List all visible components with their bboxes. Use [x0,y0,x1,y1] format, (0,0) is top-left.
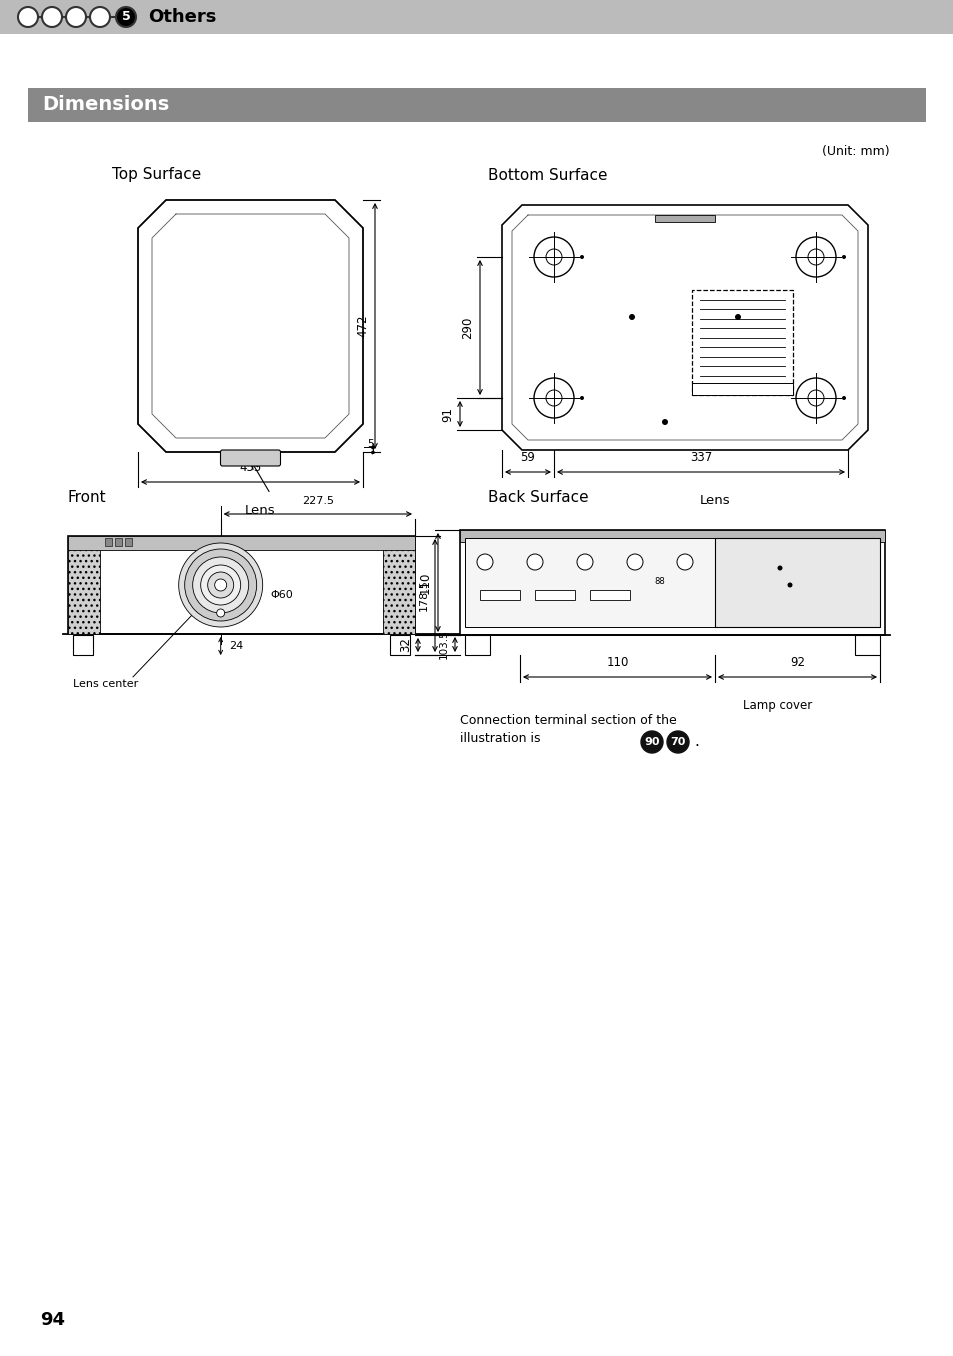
Bar [68,536,100,635]
Circle shape [807,391,823,405]
Circle shape [526,555,542,570]
Bar [125,538,132,546]
Bar [68,536,415,551]
Text: Back Surface: Back Surface [488,490,588,504]
Circle shape [579,396,583,400]
Text: Lamp cover: Lamp cover [742,698,811,712]
Bar [691,290,792,395]
Text: 110: 110 [418,571,432,594]
Text: 5: 5 [121,11,131,23]
Text: 90: 90 [643,738,659,747]
Circle shape [185,549,256,621]
Bar [382,536,415,635]
Text: Others: Others [148,8,216,26]
Circle shape [661,419,667,424]
Circle shape [795,378,835,418]
Text: Connection terminal section of the
illustration is: Connection terminal section of the illus… [459,715,676,744]
Bar [854,635,879,655]
Bar [459,530,884,542]
Circle shape [666,731,688,753]
Text: 110: 110 [606,656,628,669]
Text: Lens: Lens [245,504,275,517]
Text: Dimensions: Dimensions [42,95,169,114]
Circle shape [577,555,593,570]
Text: 94: 94 [40,1311,65,1329]
Circle shape [545,391,561,405]
Bar [68,536,415,635]
Circle shape [640,731,662,753]
Text: 88: 88 [654,578,664,587]
Bar [73,635,92,655]
Circle shape [208,572,233,598]
Circle shape [777,565,781,571]
Text: Φ60: Φ60 [271,590,294,599]
FancyBboxPatch shape [220,450,280,466]
Bar [28,88,925,122]
Text: Lens center: Lens center [73,679,138,689]
Text: 92: 92 [789,656,804,669]
Circle shape [18,7,38,27]
Text: Top Surface: Top Surface [112,168,201,183]
Text: 103.5: 103.5 [438,629,449,659]
Text: 455: 455 [239,461,261,475]
Circle shape [841,396,845,400]
Circle shape [628,315,635,320]
Text: 70: 70 [670,738,685,747]
Circle shape [579,255,583,259]
Text: 91: 91 [440,407,454,422]
Circle shape [178,542,262,626]
Circle shape [216,609,225,617]
Circle shape [677,555,692,570]
Bar [0,0,953,34]
Circle shape [534,378,574,418]
Circle shape [841,255,845,259]
Circle shape [200,565,240,605]
Text: 227.5: 227.5 [301,496,334,506]
Circle shape [476,555,493,570]
Circle shape [193,557,249,613]
Text: Lens: Lens [699,494,730,507]
Circle shape [626,555,642,570]
Text: 290: 290 [460,316,474,339]
Bar [479,590,519,599]
Bar [105,538,112,546]
Text: 472: 472 [355,315,369,338]
Bar [784,538,809,626]
Bar [115,538,122,546]
Text: .: . [693,735,699,750]
Bar [464,538,780,626]
Circle shape [66,7,86,27]
Circle shape [534,237,574,277]
Text: 337: 337 [689,452,711,464]
Circle shape [786,583,792,587]
Circle shape [90,7,110,27]
Bar [464,635,490,655]
Text: 5: 5 [367,439,374,449]
Text: Bottom Surface: Bottom Surface [488,168,607,183]
Bar [589,590,629,599]
Circle shape [42,7,62,27]
Text: 32: 32 [398,637,412,652]
Polygon shape [501,205,867,450]
Bar [459,530,884,635]
Text: 24: 24 [229,641,243,651]
Bar [655,216,714,222]
Text: 59: 59 [520,452,535,464]
Circle shape [807,250,823,264]
Bar [535,590,575,599]
Bar [714,538,879,626]
Text: 178.5: 178.5 [418,579,429,612]
Circle shape [795,237,835,277]
Text: (Unit: mm): (Unit: mm) [821,145,889,159]
Circle shape [116,7,136,27]
Polygon shape [138,199,363,452]
Text: Front: Front [68,490,107,504]
Bar [691,382,792,395]
Circle shape [545,250,561,264]
Circle shape [734,315,740,320]
Circle shape [214,579,227,591]
Bar [390,635,410,655]
